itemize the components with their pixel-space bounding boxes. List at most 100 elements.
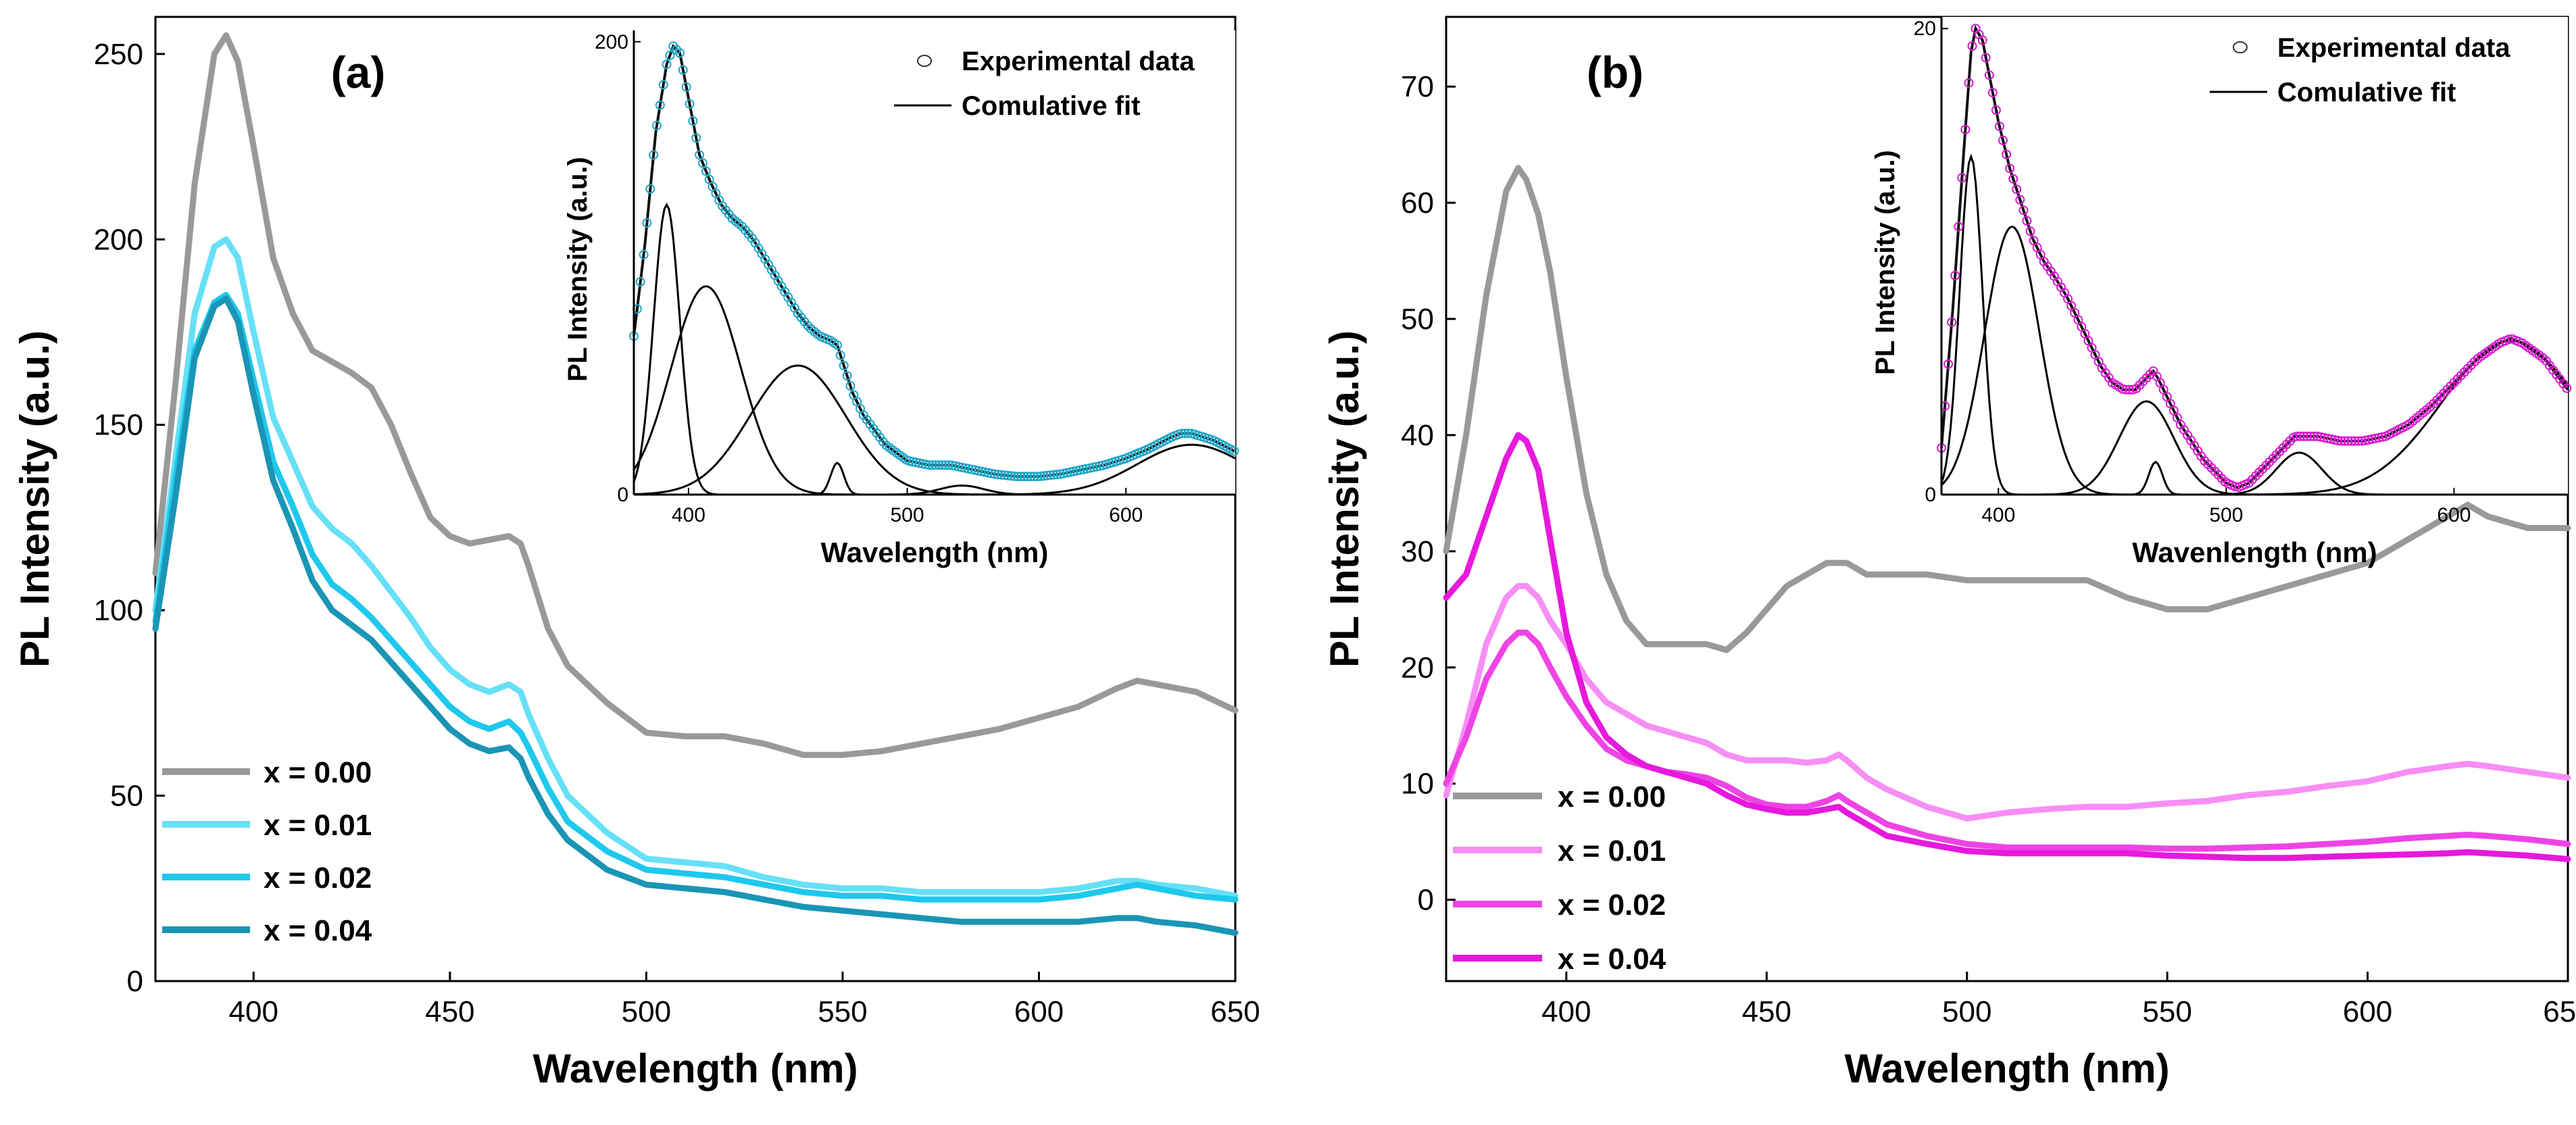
inset-data-point	[688, 116, 698, 126]
inset-data-point	[2299, 431, 2308, 441]
chart-panel-a: 400 450 500 550 600 650 0 50 100 150 200 250 Wavelen…	[12, 16, 1260, 1091]
inset-data-point	[1991, 105, 2001, 115]
inset-data-point	[681, 82, 691, 92]
inset-legend-label: Comulative fit	[2277, 78, 2456, 107]
inset-data-point	[2339, 436, 2350, 446]
legend-label: x = 0.02	[264, 861, 372, 895]
y-tick-label: 0	[1418, 884, 1434, 917]
x-tick-label: 600	[1014, 995, 1064, 1028]
inset-data-point	[1987, 88, 1998, 98]
inset-data-point	[665, 50, 675, 60]
inset-data-point	[1045, 470, 1056, 480]
inset-data-point	[642, 218, 652, 228]
inset-x-tick-label: 500	[891, 504, 924, 526]
inset-data-point	[2336, 436, 2346, 446]
x-tick-label: 450	[1742, 995, 1791, 1028]
y-tick-label: 200	[94, 223, 143, 256]
inset-data-point	[2302, 431, 2312, 441]
inset-data-point	[960, 463, 970, 473]
inset-data-point	[944, 460, 953, 470]
inset-data-point	[2125, 384, 2135, 395]
series-line-2	[1443, 629, 2571, 852]
y-tick-label: 0	[127, 965, 143, 998]
legend-label: x = 0.04	[264, 914, 372, 947]
inset-data-point	[1019, 472, 1029, 482]
panel-label: (b)	[1587, 47, 1643, 97]
inset-data-point	[2364, 435, 2373, 445]
inset-data-point	[2333, 436, 2343, 445]
inset-data-point	[1049, 470, 1059, 480]
inset-data-point	[701, 166, 711, 176]
inset-data-point	[685, 99, 695, 109]
inset-data-point	[635, 277, 645, 286]
x-tick-label: 550	[818, 995, 867, 1028]
inset-data-point	[655, 100, 665, 110]
inset-x-axis-label: Wavenlength (nm)	[2132, 536, 2377, 568]
inset-data-point	[934, 460, 944, 470]
inset-data-point	[803, 321, 813, 330]
inset-y-axis-label: PL Intensity (a.u.)	[563, 157, 593, 382]
inset-legend-label: Comulative fit	[962, 91, 1140, 121]
inset-data-point	[675, 48, 685, 58]
inset-data-point	[1995, 122, 2004, 132]
inset-chart: 400 500 600 0 200 Wavelength (nm) PL Intensity…	[563, 30, 1239, 568]
inset-data-point	[649, 150, 659, 160]
inset-data-point	[927, 460, 937, 470]
inset-data-point	[1967, 41, 1977, 51]
series-line-0	[152, 32, 1239, 758]
legend-label: x = 0.02	[1558, 889, 1666, 922]
inset-data-point	[1088, 462, 1098, 472]
series-line-2	[152, 292, 1239, 903]
inset-y-tick-label: 0	[617, 484, 628, 506]
inset-data-point	[918, 459, 928, 469]
inset-data-point	[1013, 472, 1022, 482]
x-tick-label: 400	[229, 995, 278, 1028]
inset-data-point	[2292, 431, 2302, 441]
inset-data-point	[1029, 472, 1039, 482]
inset-background	[1941, 17, 2568, 495]
inset-data-point	[2323, 433, 2333, 443]
inset-data-point	[2329, 435, 2339, 445]
inset-data-point	[835, 350, 845, 360]
series-line-3	[1443, 432, 2571, 862]
chart-panel-b: 400 450 500 550 600 650 0 10 20 30 40 50 60 70 Wavelen…	[1322, 16, 2576, 1091]
inset-data-point	[931, 460, 941, 470]
legend-label: x = 0.00	[264, 756, 372, 789]
legend-label: x = 0.01	[264, 809, 372, 842]
inset-data-point	[2306, 431, 2316, 441]
inset-data-point	[2356, 436, 2367, 446]
inset-data-point	[1947, 317, 1957, 327]
inset-data-point	[1068, 466, 1079, 476]
inset-data-point	[2015, 195, 2025, 205]
inset-x-tick-label: 600	[2437, 504, 2471, 526]
inset-data-point	[1006, 471, 1016, 481]
inset-data-point	[2012, 184, 2022, 195]
inset-data-point	[1964, 78, 1974, 88]
y-axis-label: PL Intensity (a.u.)	[1322, 330, 1367, 668]
inset-x-tick-label: 400	[672, 504, 705, 526]
plot-frame	[154, 16, 1237, 982]
inset-data-point	[2309, 431, 2319, 441]
inset-data-point	[678, 65, 688, 75]
inset-data-point	[1183, 428, 1193, 439]
inset-data-point	[1950, 270, 1960, 280]
inset-data-point	[2562, 383, 2572, 393]
inset-data-point	[1033, 472, 1043, 482]
inset-data-point	[914, 458, 924, 468]
inset-data-point	[1229, 446, 1239, 456]
series-line-1	[152, 236, 1239, 899]
inset-data-point	[1977, 35, 1987, 45]
inset-y-tick-label: 0	[1925, 484, 1936, 506]
inset-data-point	[2371, 433, 2381, 443]
y-tick-label: 20	[1401, 651, 1434, 684]
series-line-1	[1443, 582, 2571, 822]
inset-data-point	[2346, 436, 2356, 446]
inset-data-point	[2025, 226, 2035, 236]
y-axis-label: PL Intensity (a.u.)	[12, 330, 57, 668]
x-axis-label: Wavelength (nm)	[532, 1046, 858, 1091]
series-line-0	[1443, 165, 2571, 653]
x-tick-label: 600	[2343, 995, 2392, 1028]
y-tick-label: 100	[94, 594, 143, 627]
inset-legend-marker	[917, 55, 932, 67]
inset-data-point	[1036, 471, 1045, 481]
